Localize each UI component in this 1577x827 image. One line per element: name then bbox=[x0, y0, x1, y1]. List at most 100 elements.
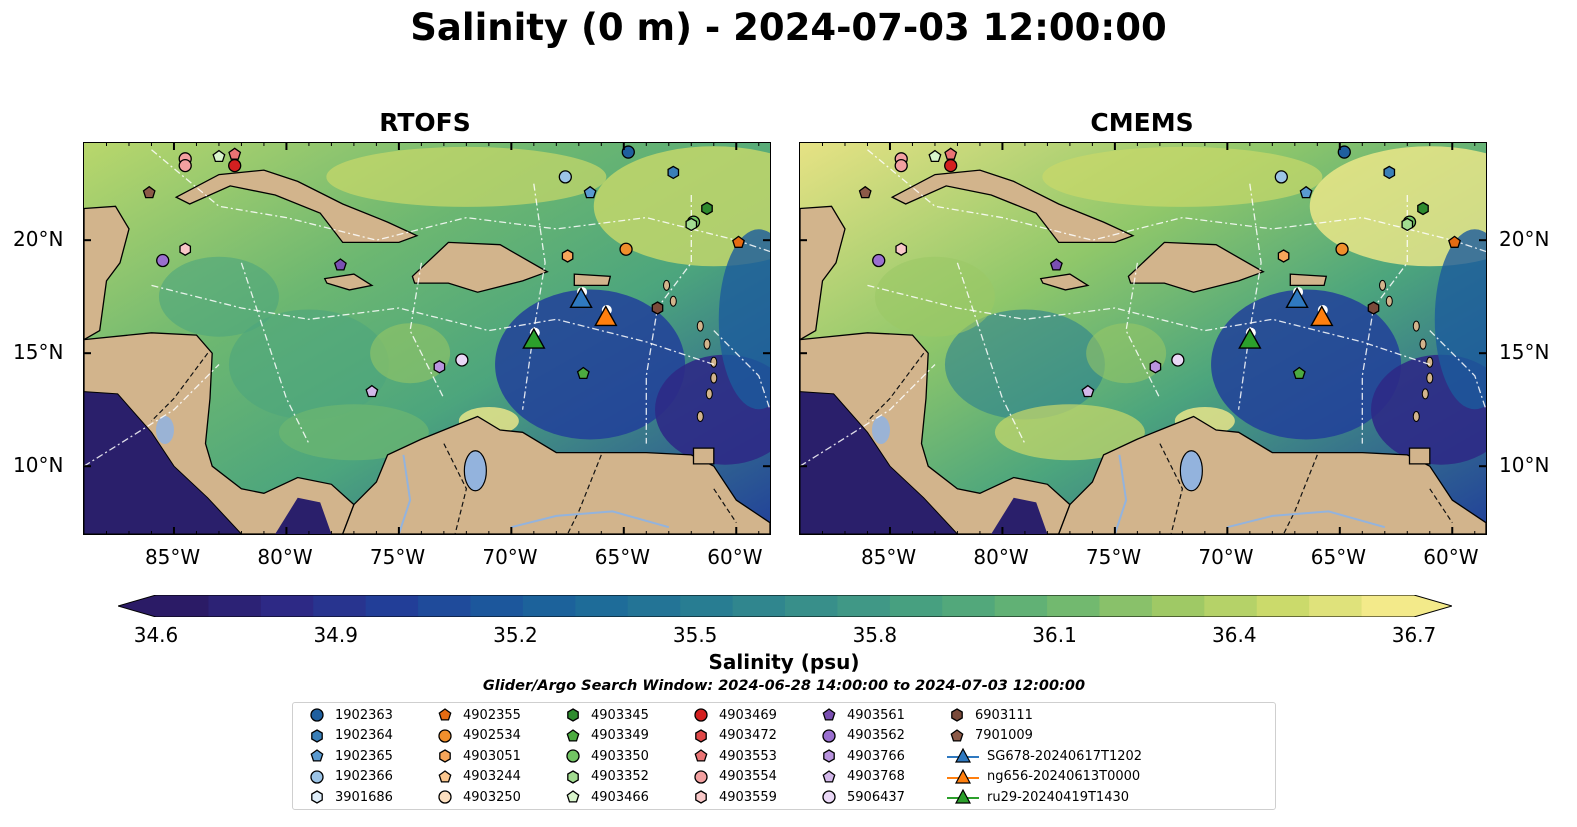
pentagon-marker-icon bbox=[694, 749, 708, 762]
pentagon-swatch bbox=[438, 708, 452, 721]
legend-entry: 4903768 bbox=[817, 767, 905, 787]
land-7 bbox=[1408, 447, 1431, 465]
colorbar-tick-label: 36.4 bbox=[1212, 623, 1257, 647]
glider-marker-SG678-20240617T1202 bbox=[1285, 287, 1309, 309]
legend-label: 4903554 bbox=[719, 769, 777, 785]
float-marker-7901009 bbox=[858, 185, 872, 199]
float-marker-1902364 bbox=[1383, 165, 1396, 180]
legend-label: 4903466 bbox=[591, 789, 649, 805]
hexagon-marker-icon bbox=[695, 728, 707, 743]
float-marker-6903111 bbox=[651, 301, 664, 315]
lake-nicaragua bbox=[155, 416, 174, 445]
land-3 bbox=[890, 169, 1135, 244]
salinity-map-rtofs bbox=[84, 143, 770, 534]
float-marker-4903554b bbox=[178, 158, 192, 173]
float-marker-4903561 bbox=[333, 258, 347, 271]
colorbar-tick-label: 35.8 bbox=[852, 623, 898, 647]
legend-label: 6903111 bbox=[975, 707, 1033, 723]
pentagon-swatch bbox=[822, 769, 836, 783]
pentagon-swatch bbox=[566, 790, 580, 803]
float-marker-4903345 bbox=[701, 201, 713, 216]
float-marker-4903349 bbox=[1292, 366, 1306, 380]
float-marker-4903561 bbox=[1049, 258, 1063, 271]
pentagon-swatch bbox=[694, 749, 708, 762]
circle-marker-icon bbox=[822, 728, 836, 743]
panel-title-rtofs: RTOFS bbox=[379, 108, 471, 137]
hexagon-marker-icon bbox=[823, 749, 835, 763]
legend-entry: 4903350 bbox=[561, 746, 649, 766]
lat-tick-label-right: 10°N bbox=[1499, 453, 1550, 478]
legend-entry: 4903559 bbox=[689, 787, 777, 807]
float-marker-6903111 bbox=[1367, 301, 1380, 315]
float-marker-4903349 bbox=[576, 366, 590, 380]
float-marker-1902366 bbox=[558, 170, 572, 184]
hexagon-swatch bbox=[823, 749, 835, 763]
pacific-bay bbox=[991, 497, 1048, 534]
hexagon-marker-icon bbox=[311, 728, 323, 743]
land-4 bbox=[411, 241, 549, 293]
legend-label: 1902363 bbox=[335, 707, 393, 723]
pentagon-swatch bbox=[438, 769, 452, 783]
legend-entry: 4903349 bbox=[561, 726, 649, 746]
float-marker-4903051 bbox=[561, 249, 574, 263]
hexagon-swatch bbox=[695, 728, 707, 743]
hexagon-marker-icon bbox=[439, 749, 451, 763]
land-1 bbox=[1058, 415, 1486, 534]
legend-label: 4903562 bbox=[847, 728, 905, 744]
land-5 bbox=[1039, 273, 1090, 291]
pentagon-swatch bbox=[822, 708, 836, 721]
lake-maracaibo bbox=[1179, 450, 1203, 492]
legend-entry: 4903554 bbox=[689, 767, 777, 787]
land-3 bbox=[174, 169, 419, 244]
land-2 bbox=[800, 205, 846, 341]
lake-maracaibo bbox=[463, 450, 487, 492]
legend-label: ng656-20240613T0000 bbox=[987, 769, 1141, 785]
legend-entry: 4903051 bbox=[433, 746, 521, 766]
land-7 bbox=[692, 447, 715, 465]
float-marker-4902355 bbox=[1448, 235, 1461, 248]
circle-marker-icon bbox=[438, 728, 452, 743]
figure-title: Salinity (0 m) - 2024-07-03 12:00:00 bbox=[410, 6, 1167, 49]
legend-entry: 4903766 bbox=[817, 746, 905, 766]
legend-label: 1902364 bbox=[335, 728, 393, 744]
float-marker-7901009 bbox=[142, 185, 156, 199]
pentagon-swatch bbox=[950, 728, 964, 742]
legend-label: 1902365 bbox=[335, 748, 393, 764]
lon-tick-label: 85°W bbox=[860, 545, 917, 569]
circle-marker-icon bbox=[566, 749, 580, 763]
colorbar-tick-label: 36.1 bbox=[1032, 623, 1077, 647]
float-marker-5906437 bbox=[1171, 353, 1185, 367]
float-marker-4903051 bbox=[1277, 249, 1290, 263]
glider-marker-icon bbox=[947, 747, 979, 763]
pentagon-marker-icon bbox=[438, 708, 452, 721]
circle-swatch bbox=[694, 708, 708, 722]
lon-tick-label: 75°W bbox=[369, 545, 426, 569]
map-panel-cmems bbox=[799, 142, 1487, 535]
legend-label: 4903250 bbox=[463, 789, 521, 805]
float-marker-4903352 bbox=[1401, 217, 1414, 232]
legend-label: 4903472 bbox=[719, 728, 777, 744]
lon-tick-label: 80°W bbox=[973, 545, 1029, 569]
pentagon-marker-icon bbox=[438, 769, 452, 783]
panel-title-cmems: CMEMS bbox=[1090, 108, 1194, 137]
legend-label: ru29-20240419T1430 bbox=[987, 789, 1130, 805]
glider-marker-icon bbox=[947, 789, 979, 804]
legend-label: 4903559 bbox=[719, 789, 777, 805]
pentagon-marker-icon bbox=[822, 769, 836, 783]
float-marker-1902365 bbox=[1299, 185, 1313, 199]
land-1 bbox=[342, 415, 770, 534]
legend-label: 4903553 bbox=[719, 748, 777, 764]
float-marker-4903559 bbox=[179, 242, 192, 256]
legend-entry: 3901686 bbox=[305, 787, 393, 807]
legend-label: 4903352 bbox=[591, 769, 649, 785]
legend-entry: 5906437 bbox=[817, 787, 905, 807]
hexagon-marker-icon bbox=[695, 790, 707, 805]
lon-tick-label: 75°W bbox=[1085, 545, 1142, 569]
circle-swatch bbox=[438, 790, 452, 805]
salinity-map-cmems bbox=[800, 143, 1486, 534]
float-marker-4903553 bbox=[228, 147, 242, 160]
land-5 bbox=[323, 273, 374, 291]
float-marker-4903562 bbox=[156, 253, 170, 268]
legend-entry: ru29-20240419T1430 bbox=[945, 787, 1129, 807]
glider-marker-icon bbox=[947, 768, 979, 784]
